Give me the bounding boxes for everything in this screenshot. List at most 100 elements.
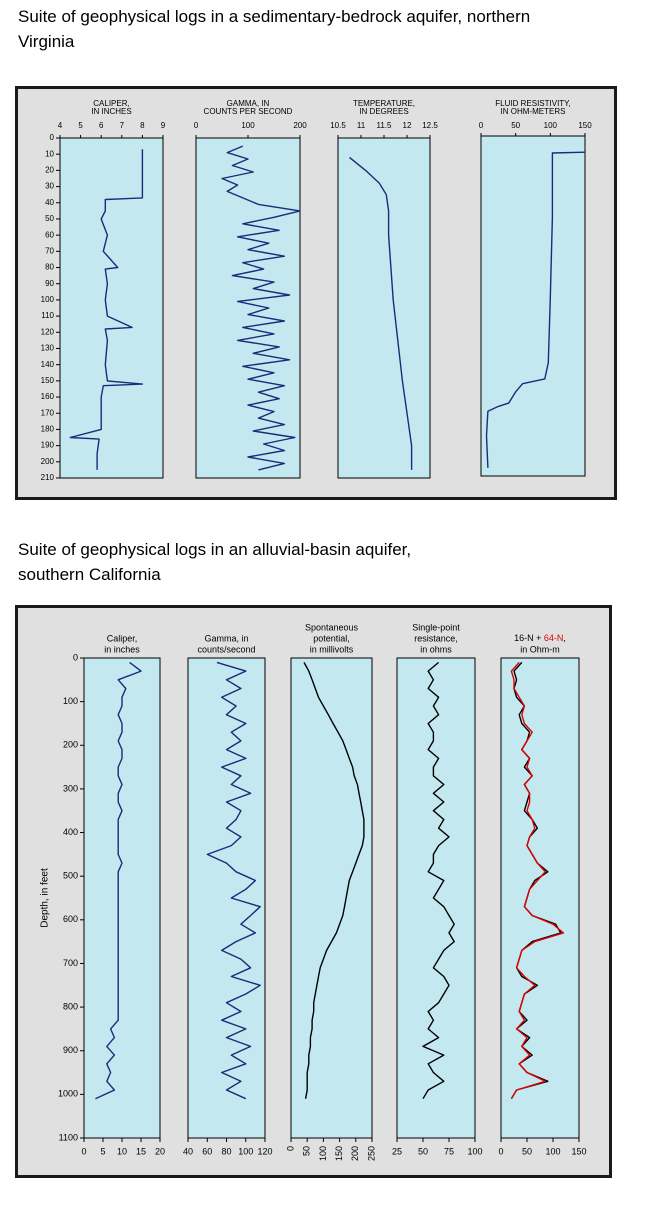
y-tick-label: 130 bbox=[41, 344, 55, 353]
x-tick-label: 150 bbox=[334, 1146, 344, 1161]
panel-title-part: 64-N bbox=[544, 633, 564, 643]
log-curve bbox=[422, 661, 455, 1100]
panel-title: IN OHM-METERS bbox=[501, 107, 566, 116]
y-tick-label: 1000 bbox=[58, 1089, 78, 1099]
x-tick-label: 50 bbox=[418, 1146, 428, 1156]
y-tick-label: 160 bbox=[41, 392, 55, 401]
x-tick-label: 100 bbox=[544, 121, 558, 130]
panel-title: FLUID RESISTIVITY, bbox=[495, 99, 570, 108]
x-tick-label: 50 bbox=[511, 121, 520, 130]
panel-title: Spontaneous bbox=[305, 622, 359, 632]
log-curve bbox=[510, 661, 565, 1100]
y-tick-label: 900 bbox=[63, 1045, 78, 1055]
x-tick-label: 10 bbox=[117, 1146, 127, 1156]
panel-title: in millivolts bbox=[310, 644, 354, 654]
panel-title: Caliper, bbox=[107, 633, 138, 643]
x-tick-label: 5 bbox=[100, 1146, 105, 1156]
x-tick-label: 11.5 bbox=[377, 121, 393, 130]
plot-area bbox=[59, 137, 164, 479]
x-tick-label: 0 bbox=[81, 1146, 86, 1156]
plot-area bbox=[480, 135, 586, 477]
x-tick-label: 50 bbox=[522, 1146, 532, 1156]
x-tick-label: 5 bbox=[78, 121, 83, 130]
panel-title-part: 16-N + bbox=[514, 633, 544, 643]
x-tick-label: 100 bbox=[467, 1146, 482, 1156]
y-tick-label: 400 bbox=[63, 827, 78, 837]
y-tick-label: 800 bbox=[63, 1001, 78, 1011]
plot-area bbox=[83, 657, 161, 1139]
panel-title: counts/second bbox=[197, 644, 255, 654]
y-tick-label: 80 bbox=[45, 263, 54, 272]
panel-title: in inches bbox=[104, 644, 140, 654]
x-tick-label: 10.5 bbox=[330, 121, 346, 130]
log-curve bbox=[485, 151, 586, 468]
x-tick-label: 120 bbox=[257, 1146, 272, 1156]
panel-title: IN INCHES bbox=[91, 107, 131, 116]
x-tick-label: 100 bbox=[238, 1146, 253, 1156]
y-axis-label: Depth, in feet bbox=[40, 868, 51, 928]
y-tick-label: 170 bbox=[41, 408, 55, 417]
x-tick-label: 9 bbox=[161, 121, 166, 130]
panel-title: resistance, bbox=[414, 633, 458, 643]
y-tick-label: 70 bbox=[45, 246, 54, 255]
x-tick-label: 60 bbox=[202, 1146, 212, 1156]
log-curve bbox=[206, 661, 261, 1100]
y-tick-label: 20 bbox=[45, 165, 54, 174]
y-tick-label: 140 bbox=[41, 360, 55, 369]
x-tick-label: 12.5 bbox=[422, 121, 438, 130]
y-tick-label: 50 bbox=[45, 214, 54, 223]
y-tick-label: 60 bbox=[45, 230, 54, 239]
y-tick-label: 200 bbox=[63, 740, 78, 750]
y-tick-label: 120 bbox=[41, 327, 55, 336]
x-tick-label: 200 bbox=[350, 1146, 360, 1161]
x-tick-label: 0 bbox=[479, 121, 484, 130]
y-tick-label: 210 bbox=[41, 473, 55, 482]
panel-title: GAMMA, IN bbox=[227, 99, 270, 108]
x-tick-label: 40 bbox=[183, 1146, 193, 1156]
x-tick-label: 4 bbox=[58, 121, 63, 130]
x-tick-label: 80 bbox=[221, 1146, 231, 1156]
caption: Suite of geophysical logs in a sedimenta… bbox=[18, 7, 530, 26]
x-tick-label: 0 bbox=[285, 1146, 295, 1151]
panel-title: Gamma, in bbox=[204, 633, 248, 643]
log-curve bbox=[221, 145, 301, 471]
x-tick-label: 100 bbox=[545, 1146, 560, 1156]
x-tick-label: 8 bbox=[140, 121, 145, 130]
y-tick-label: 90 bbox=[45, 279, 54, 288]
panel-title: potential, bbox=[313, 633, 350, 643]
y-tick-label: 100 bbox=[63, 696, 78, 706]
panel-title: TEMPERATURE, bbox=[353, 99, 415, 108]
panel-title-part: , bbox=[563, 633, 566, 643]
y-tick-label: 0 bbox=[50, 133, 55, 142]
log-curve bbox=[349, 156, 413, 470]
y-tick-label: 300 bbox=[63, 783, 78, 793]
panel-title: in ohms bbox=[420, 644, 452, 654]
y-tick-label: 190 bbox=[41, 441, 55, 450]
x-tick-label: 150 bbox=[578, 121, 592, 130]
x-tick-label: 0 bbox=[498, 1146, 503, 1156]
y-tick-label: 30 bbox=[45, 182, 54, 191]
caption: southern California bbox=[18, 565, 161, 584]
x-tick-label: 150 bbox=[571, 1146, 586, 1156]
y-tick-label: 1100 bbox=[59, 1132, 78, 1142]
y-tick-label: 150 bbox=[41, 376, 55, 385]
x-tick-label: 20 bbox=[155, 1146, 165, 1156]
x-tick-label: 100 bbox=[241, 121, 255, 130]
plot-area bbox=[195, 137, 301, 479]
panel-title: CALIPER, bbox=[93, 99, 129, 108]
y-tick-label: 100 bbox=[41, 295, 55, 304]
y-tick-label: 700 bbox=[63, 958, 78, 968]
plot-area bbox=[337, 137, 431, 479]
panel-title: IN DEGREES bbox=[359, 107, 408, 116]
x-tick-label: 200 bbox=[293, 121, 307, 130]
log-curve bbox=[69, 149, 144, 470]
y-tick-label: 500 bbox=[63, 871, 78, 881]
plot-area bbox=[396, 657, 476, 1139]
y-tick-label: 40 bbox=[45, 198, 54, 207]
x-tick-label: 12 bbox=[403, 121, 412, 130]
log-curve bbox=[95, 661, 142, 1100]
y-tick-label: 180 bbox=[41, 425, 55, 434]
y-tick-label: 600 bbox=[63, 914, 78, 924]
x-tick-label: 100 bbox=[318, 1146, 328, 1161]
